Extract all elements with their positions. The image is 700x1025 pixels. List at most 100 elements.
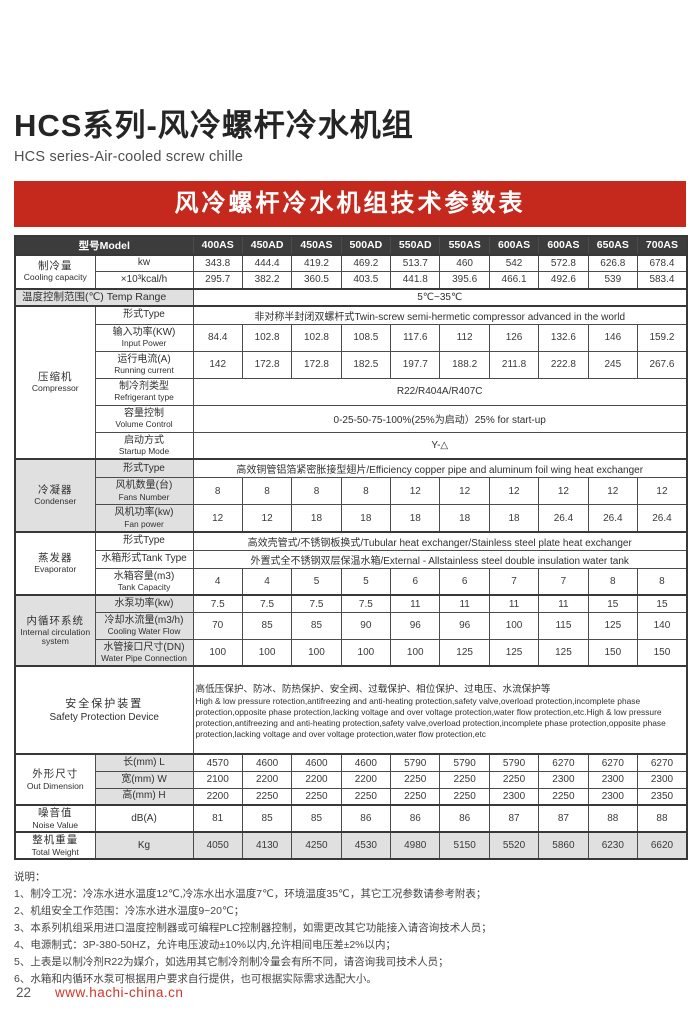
cooling-capacity-value-cell: 382.2	[241, 271, 293, 290]
cooling-capacity-value-cell: 444.4	[241, 253, 293, 273]
noise-value-value-cell: 86	[340, 804, 392, 833]
out-dimension-value-cell: 2200	[192, 787, 243, 806]
cooling-capacity-value-cell: 513.7	[390, 253, 441, 273]
total-weight-value-cell: 4530	[340, 831, 392, 860]
cooling-capacity-value-cell: 492.6	[538, 271, 589, 290]
out-dimension-value-cell: 2350	[637, 787, 688, 806]
model-header-cell: 600AS	[538, 235, 589, 256]
cooling-capacity-value-cell: 395.6	[439, 271, 490, 290]
compressor-row-label: 形式Type	[94, 304, 194, 325]
evaporator-group-label: 蒸发器 Evaporator	[14, 530, 96, 596]
internal-circulation-value-cell: 7.5	[291, 594, 342, 613]
noise-value-value-cell: 85	[291, 804, 342, 833]
internal-circulation-row-label: 冷却水流量(m3/h) Cooling Water Flow	[94, 611, 194, 640]
internal-circulation-value-cell: 96	[390, 611, 441, 640]
cooling-capacity-value-cell: 403.5	[340, 271, 392, 290]
out-dimension-value-cell: 4600	[340, 753, 392, 772]
compressor-value-cell: 146	[587, 323, 639, 352]
out-dimension-value-cell: 4600	[291, 753, 342, 772]
model-header-cell: 400AS	[192, 235, 243, 256]
out-dimension-value-cell: 2300	[587, 787, 639, 806]
condenser-row-label: 形式Type	[94, 458, 194, 479]
note-item: 4、电源制式：3P-380-50HZ，允许电压波动±10%以内,允许相间电压差±…	[14, 939, 397, 952]
evaporator-value-cell: 4	[192, 567, 243, 596]
compressor-value-cell: 245	[587, 350, 639, 379]
internal-circulation-value-cell: 11	[439, 594, 490, 613]
model-header-cell: 450AD	[241, 235, 293, 256]
compressor-value-cell: 172.8	[291, 350, 342, 379]
evaporator-value-cell: 7	[488, 567, 540, 596]
noise-value-value-cell: 87	[488, 804, 540, 833]
compressor-value-cell: 84.4	[192, 323, 243, 352]
out-dimension-value-cell: 2300	[587, 770, 639, 789]
out-dimension-value-cell: 5790	[488, 753, 540, 772]
internal-circulation-value-cell: 100	[192, 638, 243, 667]
cooling-capacity-value-cell: 542	[488, 253, 540, 273]
out-dimension-row-label: 宽(mm) W	[94, 770, 194, 789]
internal-circulation-value-cell: 70	[192, 611, 243, 640]
cooling-capacity-value-cell: 419.2	[291, 253, 342, 273]
out-dimension-value-cell: 2200	[291, 770, 342, 789]
total-weight-group-label: 整机重量 Total Weight	[14, 831, 96, 860]
cooling-capacity-value-cell: 295.7	[192, 271, 243, 290]
compressor-value-cell: 102.8	[291, 323, 342, 352]
cooling-capacity-value-cell: 583.4	[637, 271, 688, 290]
compressor-row-label: 运行电流(A) Running current	[94, 350, 194, 379]
compressor-value-cell: 102.8	[241, 323, 293, 352]
condenser-value-cell: 12	[241, 504, 293, 533]
out-dimension-value-cell: 2300	[538, 770, 589, 789]
out-dimension-value-cell: 6270	[637, 753, 688, 772]
internal-circulation-value-cell: 125	[587, 611, 639, 640]
compressor-value-cell: 267.6	[637, 350, 688, 379]
condenser-value-cell: 12	[439, 477, 490, 506]
condenser-value-cell: 12	[538, 477, 589, 506]
out-dimension-row-label: 高(mm) H	[94, 787, 194, 806]
out-dimension-value-cell: 5790	[390, 753, 441, 772]
compressor-value-cell: 112	[439, 323, 490, 352]
condenser-value-cell: 8	[192, 477, 243, 506]
page-number: 22	[16, 985, 32, 1000]
internal-circulation-value-cell: 7.5	[192, 594, 243, 613]
condenser-value-cell: 18	[291, 504, 342, 533]
condenser-value-cell: 26.4	[587, 504, 639, 533]
compressor-value-cell: 126	[488, 323, 540, 352]
cooling-capacity-value-cell: 343.8	[192, 253, 243, 273]
out-dimension-value-cell: 2100	[192, 770, 243, 789]
out-dimension-row-label: 长(mm) L	[94, 753, 194, 772]
compressor-value-cell: 188.2	[439, 350, 490, 379]
section-banner: 风冷螺杆冷水机组技术参数表	[14, 180, 686, 227]
cooling-capacity-row-label: ×10³kcal/h	[94, 271, 194, 290]
condenser-value-cell: 8	[241, 477, 293, 506]
cooling-capacity-value-cell: 466.1	[488, 271, 540, 290]
out-dimension-value-cell: 2300	[637, 770, 688, 789]
internal-circulation-row-label: 水管接口尺寸(DN) Water Pipe Connection	[94, 638, 194, 667]
internal-circulation-value-cell: 96	[439, 611, 490, 640]
safety-protection-span-value: 高低压保护、防冰、防热保护、安全阀、过载保护、相位保护、过电压、水流保护等 Hig…	[192, 665, 688, 755]
internal-circulation-value-cell: 125	[439, 638, 490, 667]
note-item: 3、本系列机组采用进口温度控制器或可编程PLC控制器控制，如需更改其它功能接入请…	[14, 922, 492, 935]
compressor-value-cell: 142	[192, 350, 243, 379]
model-column-header: 型号Model	[14, 235, 194, 256]
safety-protection-group-label: 安全保护装置 Safety Protection Device	[14, 665, 194, 755]
out-dimension-value-cell: 2250	[488, 770, 540, 789]
notes-title: 说明：	[14, 871, 46, 884]
total-weight-value-cell: 5150	[439, 831, 490, 860]
evaporator-value-cell: 4	[241, 567, 293, 596]
internal-circulation-value-cell: 11	[390, 594, 441, 613]
internal-circulation-value-cell: 85	[241, 611, 293, 640]
noise-value-value-cell: 86	[439, 804, 490, 833]
condenser-span-value: 高效铜管铝箔紧密胀接型翅片/Efficiency copper pipe and…	[192, 458, 688, 479]
condenser-value-cell: 12	[192, 504, 243, 533]
compressor-row-label: 启动方式 Startup Mode	[94, 431, 194, 460]
compressor-row-label: 制冷剂类型 Refrigerant type	[94, 377, 194, 406]
evaporator-value-cell: 6	[439, 567, 490, 596]
out-dimension-value-cell: 2200	[340, 770, 392, 789]
model-header-cell: 700AS	[637, 235, 688, 256]
total-weight-value-cell: 4980	[390, 831, 441, 860]
out-dimension-value-cell: 2250	[439, 787, 490, 806]
model-header-cell: 550AD	[390, 235, 441, 256]
cooling-capacity-value-cell: 441.8	[390, 271, 441, 290]
internal-circulation-value-cell: 150	[637, 638, 688, 667]
noise-value-group-label: 噪音值 Noise Value	[14, 804, 96, 833]
internal-circulation-value-cell: 7.5	[241, 594, 293, 613]
